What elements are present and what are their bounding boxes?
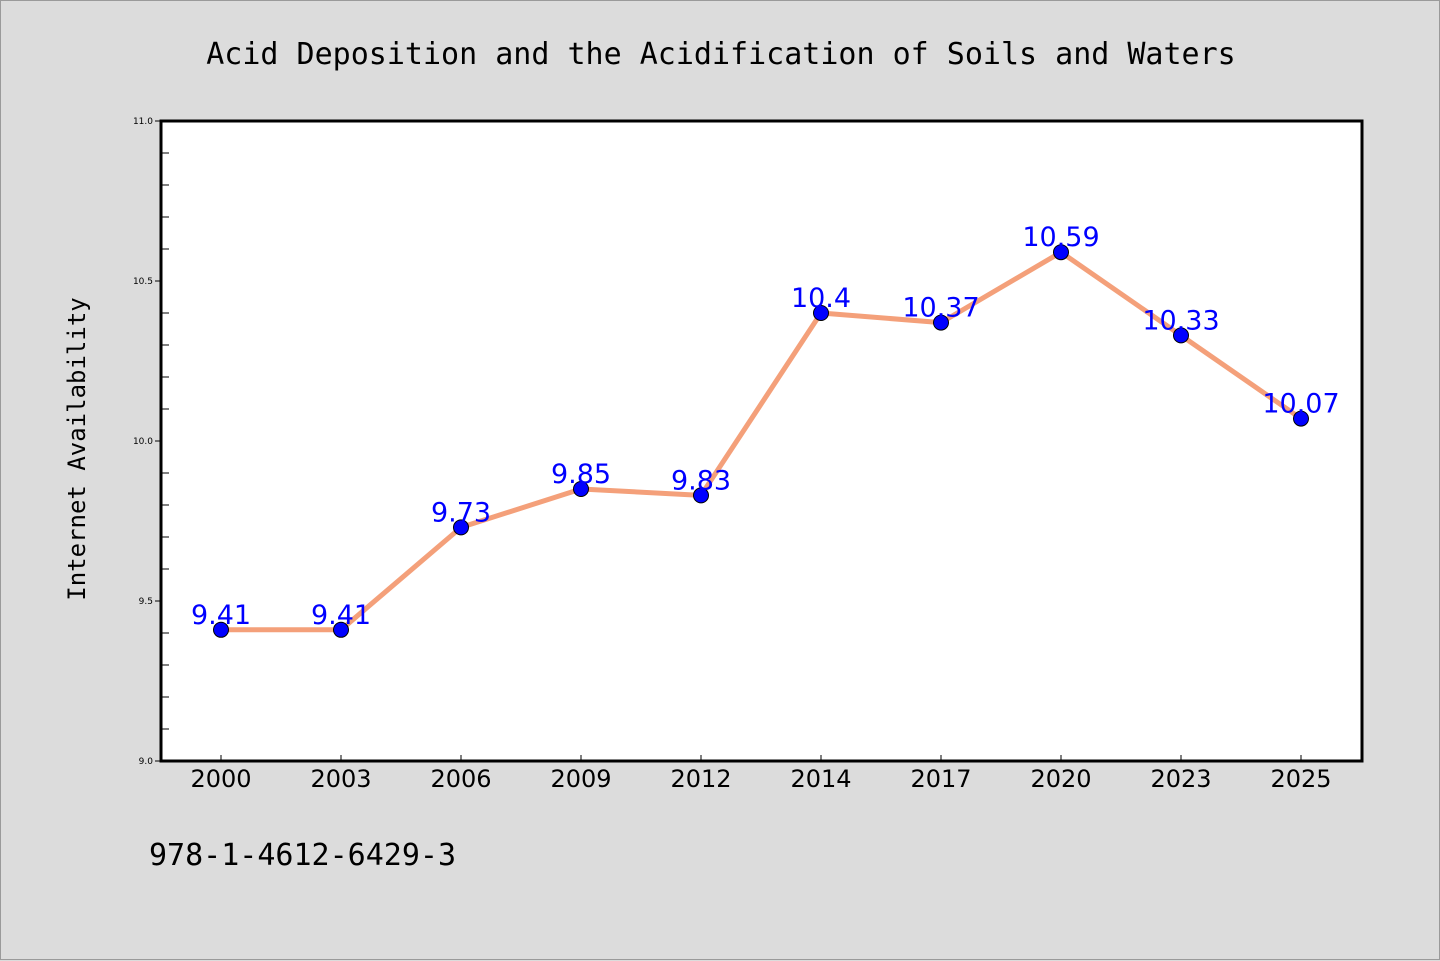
data-point [1053,244,1069,261]
x-tick-label: 2003 [310,765,371,793]
chart-title: Acid Deposition and the Acidification of… [206,37,1236,72]
x-tick-label: 2025 [1270,765,1331,793]
y-tick-label: 10.0 [133,437,153,447]
x-tick-label: 2006 [430,765,491,793]
data-label: 10.07 [1262,389,1339,420]
x-tick-label: 2009 [550,765,611,793]
data-label: 9.85 [551,459,611,490]
data-point [453,519,469,536]
plot-area [159,119,1364,763]
y-tick-label: 9.5 [139,597,153,607]
data-label: 10.33 [1142,305,1219,336]
data-label: 9.41 [311,600,371,631]
data-label: 10.59 [1022,222,1099,253]
data-label: 9.83 [671,465,731,496]
data-point [1293,410,1309,427]
y-tick-label: 10.5 [133,277,153,287]
x-tick-label: 2020 [1030,765,1091,793]
data-point [333,621,349,638]
data-point [933,314,949,331]
data-point [1173,327,1189,344]
data-label: 10.37 [902,293,979,324]
y-axis-label: Internet Availability [63,297,91,600]
x-tick-label: 2014 [790,765,851,793]
data-label: 10.4 [791,283,851,314]
x-tick-label: 2012 [670,765,731,793]
data-point [213,621,229,638]
series-layer: 9.41 9.41 9.73 9.85 9.83 10.4 10.37 10.59 10.33 1… [191,222,1340,638]
data-label: 9.73 [431,497,491,528]
data-point [693,487,709,504]
x-tick-label: 2023 [1150,765,1211,793]
y-axis: 9.0 9.5 10.0 10.5 11.0 [133,117,169,767]
data-label: 9.41 [191,600,251,631]
x-axis: 2000 2003 2006 2009 2012 2014 2017 2020 2023 2025 [190,755,1332,793]
isbn-annotation: 978-1-4612-6429-3 [149,838,456,873]
data-point [573,481,589,497]
x-tick-label: 2017 [910,765,971,793]
series-line [218,249,1304,633]
x-tick-label: 2000 [190,765,251,793]
data-point [813,305,829,321]
y-tick-label: 11.0 [133,117,153,127]
y-tick-label: 9.0 [139,757,154,767]
